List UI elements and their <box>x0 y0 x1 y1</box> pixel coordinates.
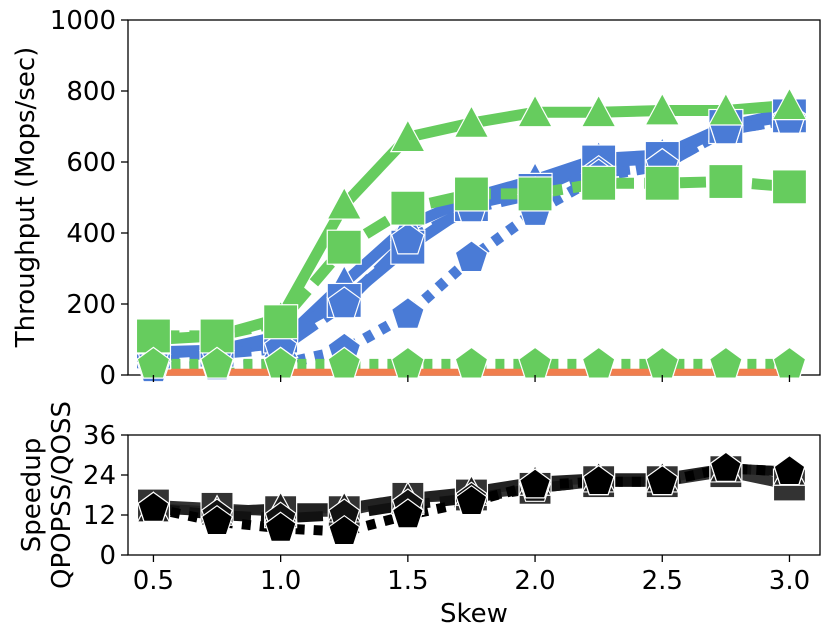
speedup-panel: 0 12 24 36 0.5 1.0 1.5 2.0 2.5 3.0 Speedup QPOPS… <box>17 401 821 629</box>
throughput-point-blue-pentagon-dotted-5 <box>454 240 489 273</box>
speedup-ytick-label-0: 0 <box>99 541 116 571</box>
throughput-point-green-triangle-solid-9 <box>707 92 744 126</box>
throughput-line-blue-pentagon-dashed <box>153 113 791 361</box>
throughput-panel: 0 200 400 600 800 1000 Throughput (Mops/sec) <box>11 6 821 391</box>
speedup-y-ticks: 0 12 24 36 <box>83 421 128 571</box>
throughput-point-blue-pentagon-dotted-4 <box>390 296 425 329</box>
throughput-point-green-pentagon-dotted-1 <box>200 346 234 379</box>
throughput-series-lines <box>153 99 791 376</box>
throughput-y-axis-label: Throughput (Mops/sec) <box>11 47 41 349</box>
throughput-point-green-triangle-solid-6 <box>517 94 554 128</box>
throughput-ytick-label-5: 1000 <box>50 6 116 36</box>
x-axis-label: Skew <box>440 599 508 629</box>
speedup-xtick-label-1: 1.0 <box>260 566 301 596</box>
throughput-y-ticks: 0 200 400 600 800 1000 <box>50 6 128 391</box>
throughput-ytick-label-3: 600 <box>66 148 116 178</box>
throughput-point-green-triangle-solid-5 <box>453 104 490 138</box>
throughput-point-green-pentagon-dotted-6 <box>518 346 552 379</box>
speedup-point-black-pentagon-dotted-1 <box>201 504 234 536</box>
speedup-ytick-label-2: 24 <box>83 461 116 491</box>
speedup-series-markers <box>136 451 807 546</box>
throughput-point-green-pentagon-dotted-5 <box>454 346 489 379</box>
throughput-point-green-square-dashed-2 <box>263 304 299 340</box>
throughput-point-green-pentagon-dotted-7 <box>581 346 616 379</box>
throughput-point-green-square-dashed-6 <box>517 176 553 212</box>
speedup-point-black-pentagon-dotted-7 <box>582 464 615 496</box>
throughput-point-green-pentagon-dotted-4 <box>390 346 425 379</box>
throughput-point-green-square-dashed-7 <box>581 165 617 201</box>
speedup-xtick-label-4: 2.5 <box>642 566 683 596</box>
speedup-x-ticks: 0.5 1.0 1.5 2.0 2.5 3.0 <box>133 555 810 596</box>
speedup-point-black-pentagon-dotted-6 <box>519 468 552 499</box>
speedup-ytick-label-3: 36 <box>83 421 116 451</box>
throughput-point-green-square-dashed-8 <box>644 165 680 201</box>
throughput-ytick-label-4: 800 <box>66 77 116 107</box>
throughput-point-green-square-dashed-5 <box>453 176 490 212</box>
speedup-y-axis-label-line2: QPOPSS/QOSS <box>47 401 77 589</box>
speedup-point-black-pentagon-dotted-10 <box>773 454 806 486</box>
throughput-point-green-square-dashed-10 <box>771 169 808 205</box>
throughput-point-green-square-dashed-9 <box>708 163 744 200</box>
throughput-point-green-triangle-solid-8 <box>644 92 681 126</box>
speedup-y-axis-label-line1: Speedup <box>17 438 47 553</box>
speedup-xtick-label-2: 1.5 <box>387 566 428 596</box>
throughput-point-green-pentagon-dotted-8 <box>645 346 680 379</box>
throughput-ytick-label-0: 0 <box>99 361 116 391</box>
throughput-point-green-pentagon-dotted-10 <box>772 346 807 379</box>
speedup-point-black-pentagon-dotted-3 <box>328 514 361 546</box>
speedup-point-black-pentagon-dotted-9 <box>709 451 742 482</box>
throughput-series-markers <box>135 86 808 383</box>
throughput-ytick-label-2: 400 <box>66 219 116 249</box>
speedup-xtick-label-0: 0.5 <box>133 566 174 596</box>
throughput-ytick-label-1: 200 <box>66 290 116 320</box>
throughput-point-green-triangle-solid-7 <box>580 94 617 128</box>
throughput-point-green-triangle-solid-10 <box>771 86 808 121</box>
speedup-point-black-pentagon-dotted-4 <box>391 498 424 529</box>
throughput-point-green-pentagon-dotted-3 <box>327 346 362 379</box>
speedup-plot-frame <box>127 434 821 556</box>
throughput-x-ticks <box>152 375 791 382</box>
speedup-point-black-pentagon-dotted-5 <box>455 484 488 516</box>
throughput-point-blue-pentagon-dashed-3 <box>327 286 362 319</box>
throughput-point-green-triangle-solid-3 <box>326 186 363 220</box>
speedup-point-black-pentagon-dotted-2 <box>264 511 297 542</box>
throughput-point-green-square-dashed-3 <box>326 229 362 265</box>
speedup-point-black-pentagon-dotted-0 <box>137 491 170 522</box>
speedup-point-black-pentagon-dotted-8 <box>646 464 679 496</box>
throughput-point-green-triangle-solid-4 <box>389 118 426 153</box>
throughput-point-green-pentagon-dotted-9 <box>708 346 743 379</box>
throughput-point-green-square-dashed-4 <box>390 190 426 226</box>
speedup-xtick-label-3: 2.0 <box>514 566 555 596</box>
speedup-xtick-label-5: 3.0 <box>769 566 810 596</box>
throughput-point-blue-pentagon-dashed-4 <box>390 222 425 255</box>
speedup-ytick-label-1: 12 <box>83 501 116 531</box>
